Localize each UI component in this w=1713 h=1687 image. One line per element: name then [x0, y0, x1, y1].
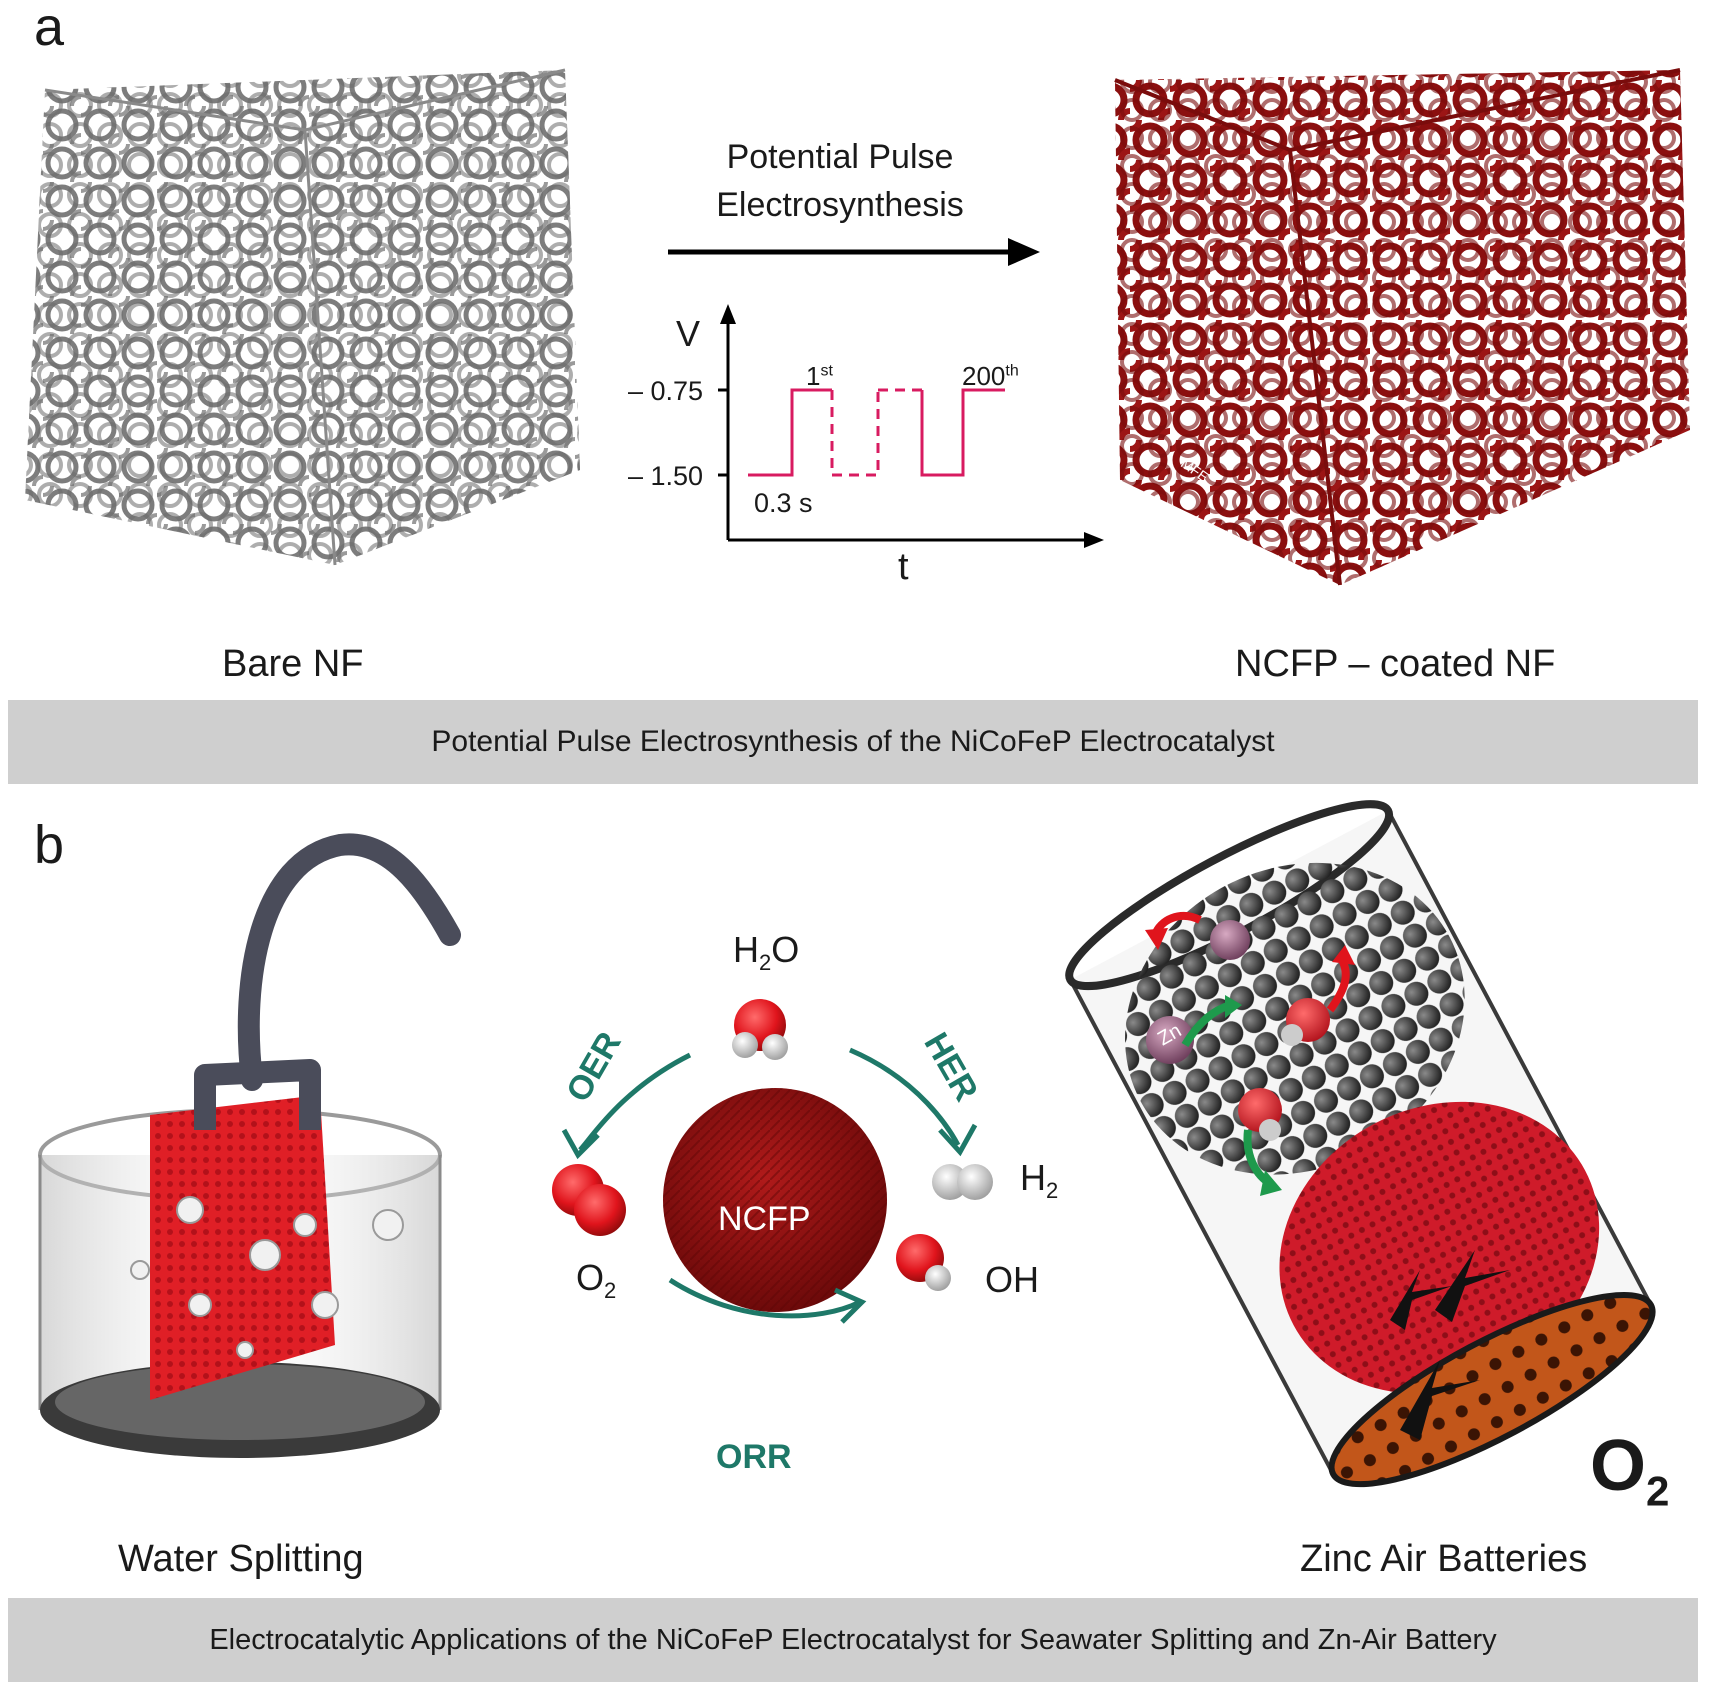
- panel-a-banner: Potential Pulse Electrosynthesis of the …: [8, 700, 1698, 784]
- y-axis-arrowhead: [720, 304, 736, 324]
- orr-arrow: [668, 1277, 862, 1319]
- her-arrow: [849, 1047, 961, 1147]
- water-splitting-illustration: [38, 833, 461, 1458]
- bubble: [176, 1196, 204, 1224]
- bubble: [311, 1291, 339, 1319]
- electrode: [150, 1095, 335, 1400]
- y-axis-label: V: [676, 313, 701, 354]
- bubble: [130, 1260, 150, 1280]
- bare-nf-caption: Bare NF: [222, 643, 364, 685]
- h2-molecule: [932, 1164, 993, 1200]
- pulse-plot: [718, 304, 1104, 548]
- last-pulse-label: 200th: [962, 361, 1019, 391]
- o2-molecule: [552, 1164, 626, 1236]
- reaction-cycle: [552, 999, 993, 1324]
- air-cathode: [1328, 1292, 1656, 1488]
- bare-nf-illustration: [25, 68, 580, 566]
- panel-letter-a: a: [34, 0, 65, 57]
- h2-label: H2: [1020, 1157, 1059, 1204]
- tick-label-high: – 0.75: [628, 376, 704, 406]
- zn-ion: [1146, 1016, 1194, 1064]
- tick-label-low: – 1.50: [628, 461, 704, 491]
- bubble: [236, 1341, 254, 1359]
- bubble: [372, 1209, 404, 1241]
- panel-b-banner: Electrocatalytic Applications of the NiC…: [8, 1598, 1698, 1682]
- panel-letter-b: b: [34, 815, 65, 875]
- pulse-waveform-solid-2: [920, 388, 1005, 477]
- x-axis-arrowhead: [1084, 532, 1104, 548]
- cable: [237, 833, 461, 1091]
- pulse-waveform-solid-1: [748, 388, 832, 477]
- h2o-molecule: [732, 999, 788, 1060]
- bubble: [188, 1293, 212, 1317]
- clamp: [194, 1059, 321, 1130]
- water-splitting-caption: Water Splitting: [118, 1538, 364, 1580]
- oh-molecule: [896, 1234, 951, 1291]
- red-arrow: [1326, 958, 1350, 1013]
- ncfp-center-label: NCFP: [718, 1200, 811, 1238]
- battery-o2-label: O2: [1590, 1426, 1670, 1515]
- airflow-arrows: [1390, 1250, 1510, 1440]
- oh-label: OH: [985, 1259, 1039, 1300]
- pulse-waveform-dashed-1: [830, 390, 880, 477]
- zinc-air-batteries-caption: Zinc Air Batteries: [1300, 1538, 1588, 1580]
- bubble: [293, 1213, 317, 1237]
- ncfp-coated-nf-illustration: [1114, 68, 1690, 586]
- zinc-air-battery-illustration: [1065, 800, 1656, 1488]
- oer-arrow: [578, 1052, 692, 1152]
- ncfp-coated-nf-caption: NCFP – coated NF: [1235, 643, 1556, 685]
- synthesis-arrow: [668, 238, 1040, 266]
- arrow-label-line2: Electrosynthesis: [716, 186, 964, 224]
- x-axis-label: t: [898, 546, 909, 588]
- zn-ion: [1210, 920, 1250, 960]
- pulse-duration-label: 0.3 s: [754, 488, 813, 518]
- h2o-label: H2O: [733, 929, 800, 976]
- arrow-label-line1: Potential Pulse: [726, 138, 954, 176]
- first-pulse-label: 1st: [806, 361, 833, 391]
- o2-label: O2: [576, 1257, 617, 1304]
- orr-label: ORR: [716, 1438, 792, 1476]
- bubble: [249, 1239, 281, 1271]
